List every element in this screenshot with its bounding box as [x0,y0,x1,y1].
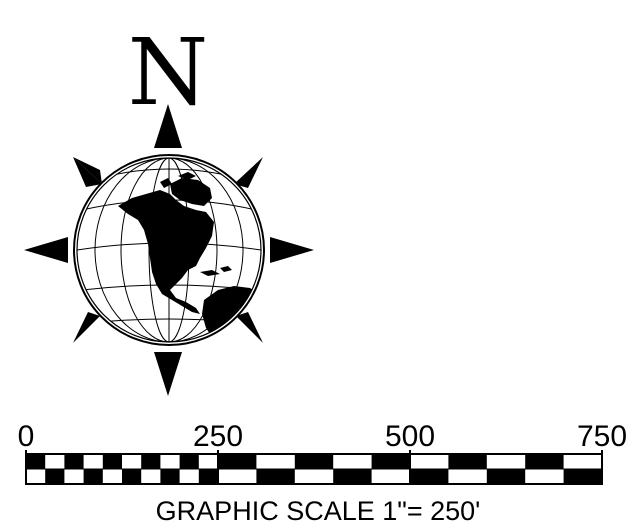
scale-bar-cell [102,454,122,469]
scale-tick-label: 500 [385,420,435,453]
scale-bar-cell [256,469,295,484]
scale-bar-cell [525,454,564,469]
scale-bar-cell [198,469,218,484]
scale-bar-cell [448,454,487,469]
arctic-island [178,172,196,180]
compass-point-southeast [236,312,263,343]
scale-bar-cell [64,454,84,469]
scale-bar-cell [26,454,46,469]
scale-bar-cell [122,469,142,484]
scale-bar-cell [486,469,526,484]
compass-point-northwest-b [73,157,102,187]
compass-point-west [24,237,68,263]
meridian-line [120,158,218,342]
north-america-landmass [118,190,214,314]
globe-icon [73,154,265,346]
compass-point-northeast [234,157,263,188]
scale-tick-labels: 0 250 500 750 [18,420,627,453]
scale-bar-cell [83,469,103,484]
compass-points-icon [24,104,314,396]
scale-bar-cell [218,454,257,469]
scale-bar-cell [410,469,449,484]
caribbean-island [200,270,220,276]
scale-bar-cell [160,469,180,484]
greenland-landmass [170,178,212,206]
compass-point-east [270,237,314,263]
caribbean-island [220,266,232,272]
scale-tick-label: 750 [577,420,627,453]
scale-bar [25,450,603,485]
scale-bar-cell [45,469,65,484]
compass-point-south [154,352,182,396]
compass-point-southwest [73,312,100,343]
scale-bar-cell [333,469,372,484]
scale-bar-cell [141,454,161,469]
scale-bar-cell [371,454,410,469]
scale-tick-label: 0 [18,420,35,453]
scale-bar-cell [294,454,334,469]
scale-bar-cell [563,469,602,484]
scale-bar-cell [179,454,199,469]
compass-point-north [154,104,182,148]
arctic-island [160,178,172,188]
meridian-line [94,158,244,342]
scale-tick-label: 250 [193,420,243,453]
scale-caption: GRAPHIC SCALE 1"= 250' [156,496,481,526]
